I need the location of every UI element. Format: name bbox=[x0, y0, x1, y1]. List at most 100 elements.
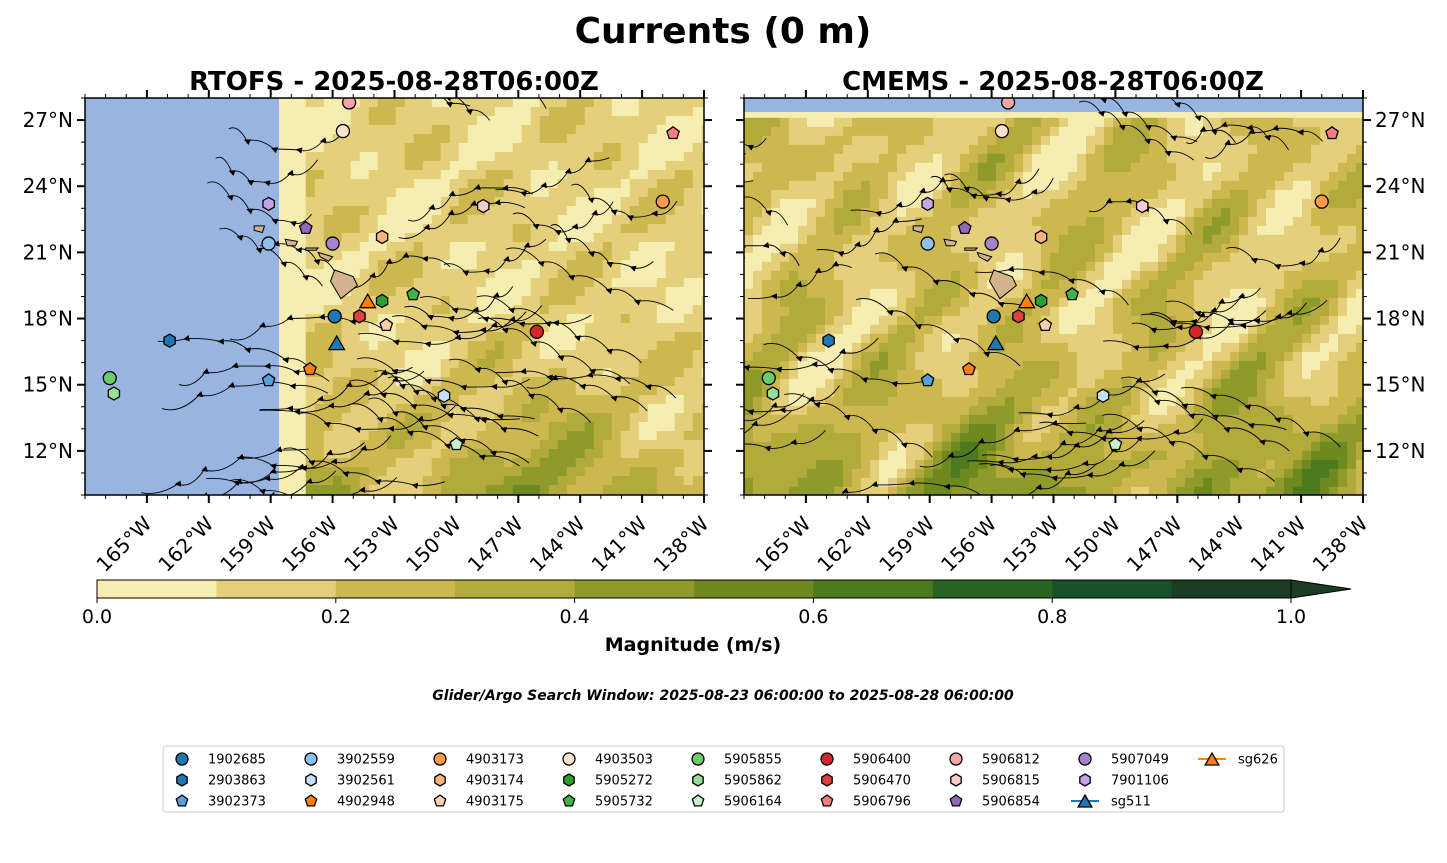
field-cell bbox=[1014, 342, 1024, 353]
field-cell bbox=[692, 125, 703, 135]
field-cell bbox=[1131, 315, 1141, 326]
field-cell bbox=[1293, 270, 1303, 281]
field-cell bbox=[1185, 234, 1195, 245]
map-rtofs bbox=[85, 98, 704, 495]
field-cell bbox=[503, 197, 514, 207]
field-cell bbox=[852, 405, 862, 416]
field-cell bbox=[602, 323, 613, 333]
field-cell bbox=[1248, 153, 1258, 164]
field-cell bbox=[539, 233, 550, 243]
field-cell bbox=[1293, 342, 1303, 353]
field-cell bbox=[1122, 450, 1132, 461]
field-cell bbox=[1113, 180, 1123, 191]
field-cell bbox=[816, 369, 826, 380]
field-cell bbox=[1293, 441, 1303, 452]
field-cell bbox=[1032, 378, 1042, 389]
field-cell bbox=[314, 305, 325, 315]
field-cell bbox=[647, 386, 658, 396]
field-cell bbox=[942, 450, 952, 461]
field-cell bbox=[996, 441, 1006, 452]
field-cell bbox=[1086, 288, 1096, 299]
field-cell bbox=[620, 143, 631, 153]
field-cell bbox=[897, 135, 907, 146]
field-cell bbox=[638, 233, 649, 243]
field-cell bbox=[440, 368, 451, 378]
field-cell bbox=[638, 143, 649, 153]
field-cell bbox=[611, 467, 622, 477]
field-cell bbox=[924, 315, 934, 326]
field-cell bbox=[1050, 378, 1060, 389]
field-cell bbox=[638, 98, 649, 108]
field-cell bbox=[539, 404, 550, 414]
field-cell bbox=[1266, 369, 1276, 380]
field-cell bbox=[1104, 279, 1114, 290]
field-cell bbox=[762, 153, 772, 164]
field-cell bbox=[611, 143, 622, 153]
field-cell bbox=[843, 153, 853, 164]
field-cell bbox=[1239, 459, 1249, 470]
field-cell bbox=[870, 459, 880, 470]
field-cell bbox=[485, 359, 496, 369]
field-cell bbox=[377, 269, 388, 279]
field-cell bbox=[638, 368, 649, 378]
field-cell bbox=[1284, 252, 1294, 263]
field-cell bbox=[798, 297, 808, 308]
field-cell bbox=[530, 251, 541, 261]
field-cell bbox=[816, 207, 826, 218]
field-cell bbox=[1068, 441, 1078, 452]
field-cell bbox=[1176, 351, 1186, 362]
field-cell bbox=[701, 233, 704, 243]
field-cell bbox=[413, 314, 424, 324]
field-cell bbox=[969, 432, 979, 443]
field-cell bbox=[1041, 135, 1051, 146]
field-cell bbox=[762, 117, 772, 128]
field-cell bbox=[807, 180, 817, 191]
field-cell bbox=[915, 441, 925, 452]
float-4902948 bbox=[302, 361, 317, 376]
field-cell bbox=[341, 476, 352, 486]
field-cell bbox=[1194, 261, 1204, 272]
field-cell bbox=[638, 152, 649, 162]
field-cell bbox=[323, 323, 334, 333]
field-cell bbox=[951, 225, 961, 236]
field-cell bbox=[789, 153, 799, 164]
field-cell bbox=[1320, 351, 1330, 362]
field-cell bbox=[1275, 198, 1285, 209]
field-cell bbox=[933, 126, 943, 137]
field-cell bbox=[879, 306, 889, 317]
field-cell bbox=[512, 197, 523, 207]
field-cell bbox=[807, 486, 817, 495]
field-cell bbox=[1248, 225, 1258, 236]
field-cell bbox=[494, 440, 505, 450]
field-cell bbox=[978, 396, 988, 407]
field-cell bbox=[1248, 405, 1258, 416]
field-cell bbox=[1257, 117, 1267, 128]
field-cell bbox=[602, 287, 613, 297]
field-cell bbox=[888, 432, 898, 443]
field-cell bbox=[413, 125, 424, 135]
field-cell bbox=[611, 440, 622, 450]
field-cell bbox=[852, 387, 862, 398]
field-cell bbox=[1248, 459, 1258, 470]
field-cell bbox=[1122, 441, 1132, 452]
field-cell bbox=[557, 197, 568, 207]
field-cell bbox=[1158, 450, 1168, 461]
field-cell bbox=[1140, 378, 1150, 389]
field-cell bbox=[1014, 117, 1024, 128]
field-cell bbox=[485, 305, 496, 315]
field-cell bbox=[1230, 162, 1240, 173]
field-cell bbox=[888, 261, 898, 272]
field-cell bbox=[1212, 189, 1222, 200]
field-cell bbox=[386, 350, 397, 360]
field-cell bbox=[897, 279, 907, 290]
field-cell bbox=[843, 144, 853, 155]
field-cell bbox=[1131, 414, 1141, 425]
field-cell bbox=[807, 243, 817, 254]
field-cell bbox=[422, 242, 433, 252]
field-cell bbox=[377, 332, 388, 342]
field-cell bbox=[1239, 360, 1249, 371]
field-cell bbox=[530, 296, 541, 306]
field-cell bbox=[780, 432, 790, 443]
field-cell bbox=[897, 351, 907, 362]
field-cell bbox=[1068, 180, 1078, 191]
